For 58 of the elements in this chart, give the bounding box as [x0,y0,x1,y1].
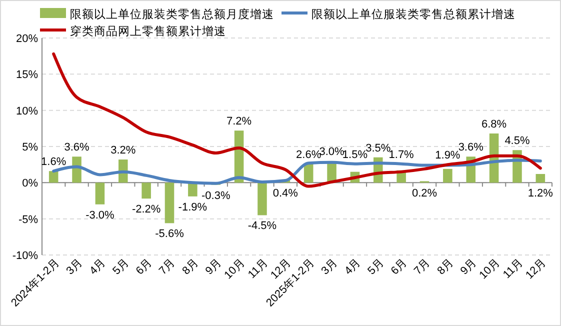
x-tick-label: 12月 [524,256,549,282]
legend-label: 限额以上单位服装类零售总额月度增速 [70,7,274,21]
data-label: 6.8% [482,118,507,130]
data-label: 3.6% [64,142,90,154]
x-tick-label: 4月 [342,256,364,278]
data-label: 0.2% [412,188,438,200]
x-tick-label: 5月 [110,256,132,278]
data-label: 3.5% [366,142,391,154]
x-tick-label: 11月 [501,256,526,281]
data-label: -4.5% [248,220,277,232]
y-tick-label: -5% [18,214,38,226]
data-label: 1.5% [342,148,368,161]
x-tick-label: 8月 [435,256,456,278]
y-tick-label: 5% [22,142,38,154]
bar [142,182,151,199]
data-label: 1.7% [388,148,414,161]
bar [536,174,546,183]
data-label: 0.4% [272,188,298,200]
data-label: -2.2% [132,204,161,216]
x-tick-label: 4月 [87,256,108,278]
x-tick-label: 6月 [388,256,410,278]
data-label: 3.6% [458,142,484,154]
data-label: -1.9% [178,201,208,214]
data-label: 1.9% [435,150,460,162]
legend-label: 穿类商品网上零售额累计增速 [70,24,226,38]
bar [443,168,452,183]
x-tick-label: 7月 [157,256,178,278]
x-tick-label: 10月 [477,256,502,282]
x-tick-label: 3月 [319,256,340,278]
data-label: -0.3% [201,190,230,202]
bar [258,182,267,216]
y-tick-label: -10% [12,250,38,262]
x-tick-label: 3月 [64,256,85,278]
y-tick-label: 10% [16,105,38,118]
bar [304,164,314,183]
data-label: 4.5% [504,135,530,148]
bar [48,171,58,183]
data-label: 7.2% [226,116,252,128]
x-tick-label: 9月 [203,256,224,278]
x-tick-label: 5月 [366,256,386,278]
x-tick-label: 9月 [458,256,479,278]
legend-label: 限额以上单位服装类零售总额累计增速 [312,7,516,21]
y-tick-label: 15% [16,69,38,82]
data-label: 2.6% [296,148,322,161]
data-label: -5.6% [155,228,184,240]
data-label: 3.2% [110,144,136,157]
y-tick-label: 20% [16,33,38,45]
x-tick-label: 7月 [412,256,433,278]
x-tick-label: 8月 [180,256,201,278]
bar [164,182,174,224]
data-label: 1.2% [528,188,554,200]
x-tick-label: 10月 [222,256,248,282]
x-tick-label: 11月 [246,256,270,281]
y-tick-label: 0% [22,178,38,190]
data-label: 1.6% [41,156,66,168]
data-label: -3.0% [86,209,115,222]
bar [95,182,105,204]
x-tick-label: 6月 [134,256,154,278]
